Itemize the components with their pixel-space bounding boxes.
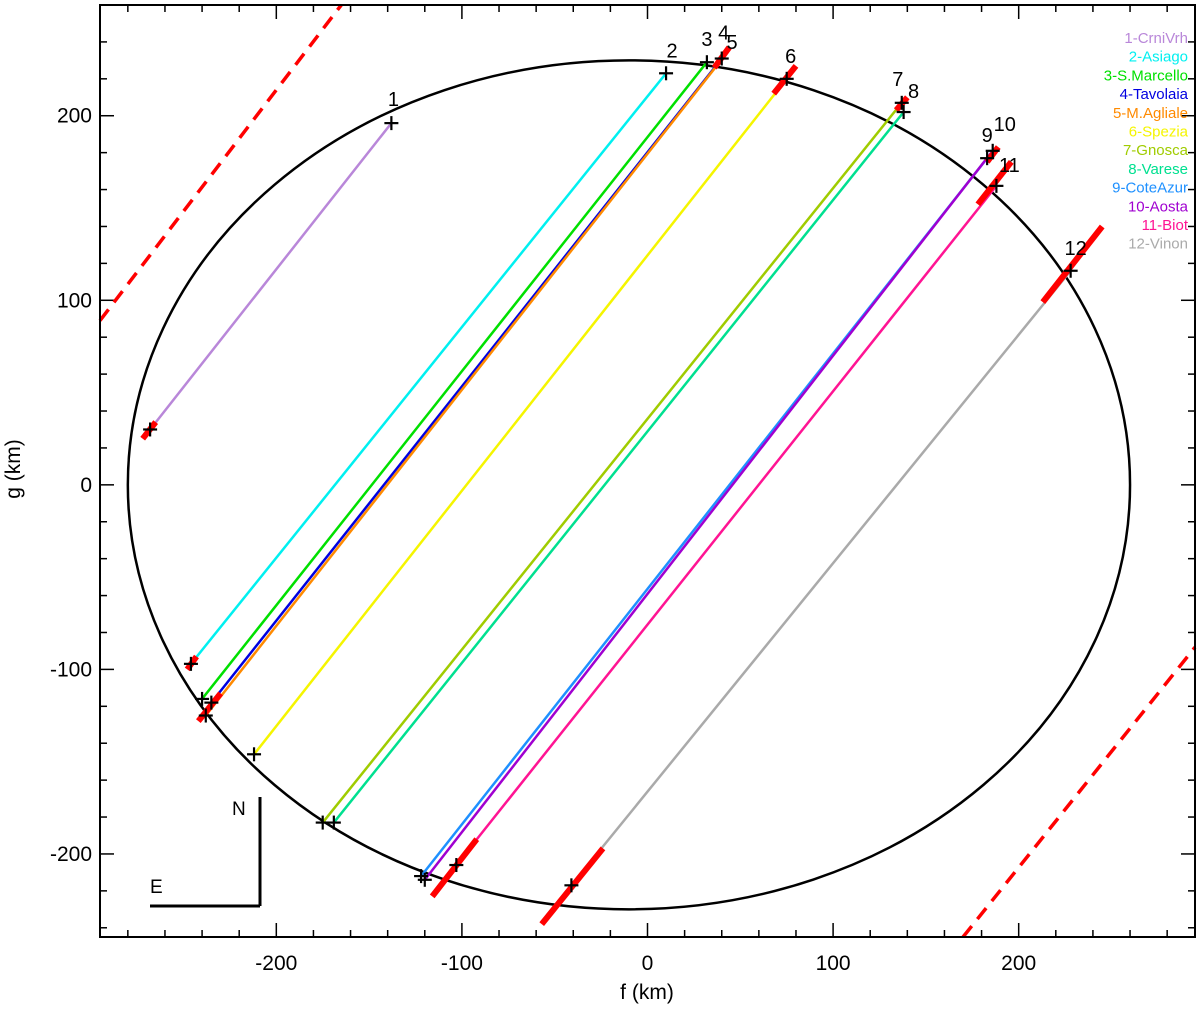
chord-12 xyxy=(570,269,1072,887)
legend-item-11: 11-Biot xyxy=(1142,217,1189,234)
chord-label-1: 1 xyxy=(388,89,399,111)
chord-label-3: 3 xyxy=(701,29,712,51)
y-tick-label: -100 xyxy=(50,658,92,681)
legend-item-12: 12-Vinon xyxy=(1128,236,1188,253)
ellipse-outline xyxy=(126,59,1132,911)
legend-item-10: 10-Aosta xyxy=(1128,198,1189,215)
chord-label-10: 10 xyxy=(994,114,1016,136)
legend-item-2: 2-Asiago xyxy=(1129,49,1188,66)
chord-label-11: 11 xyxy=(999,155,1020,177)
x-tick-label: 100 xyxy=(816,952,851,975)
chord-11 xyxy=(455,185,998,866)
plot-frame xyxy=(99,4,1196,938)
x-tick-label: 0 xyxy=(642,952,654,975)
legend-item-9: 9-CoteAzur xyxy=(1112,180,1188,197)
dashed-bound-lines xyxy=(98,3,1197,939)
chord-label-5: 5 xyxy=(726,32,737,54)
chord-label-12: 12 xyxy=(1065,238,1087,260)
chord-label-8: 8 xyxy=(908,81,919,103)
x-tick-label: 200 xyxy=(1001,952,1036,975)
chord-lines xyxy=(149,57,1072,887)
chord-5 xyxy=(204,63,720,717)
chord-3 xyxy=(201,61,708,700)
error-segment xyxy=(1040,224,1105,304)
dashed-bound-line xyxy=(961,646,1197,939)
chord-label-6: 6 xyxy=(785,46,796,68)
chord-label-9: 9 xyxy=(982,125,993,147)
legend-item-3: 3-S.Marcello xyxy=(1104,67,1188,84)
chord-1 xyxy=(149,122,393,431)
x-axis-label: f (km) xyxy=(620,981,674,1004)
fitted-ellipse xyxy=(126,59,1132,911)
legend-item-7: 7-Gnosca xyxy=(1123,142,1189,159)
error-segment xyxy=(975,160,1014,207)
chord-8 xyxy=(332,111,905,824)
chord-endpoint-marks xyxy=(143,51,1078,893)
chord-2 xyxy=(189,72,668,665)
y-tick-label: -200 xyxy=(50,843,92,866)
compass-north-label: N xyxy=(232,799,246,820)
chord-label-4: 4 xyxy=(718,23,729,45)
legend-item-6: 6-Spezia xyxy=(1129,124,1189,141)
compass: N E xyxy=(150,797,262,908)
chord-6 xyxy=(253,78,788,756)
y-tick-label: 200 xyxy=(57,105,92,128)
x-tick-label: -200 xyxy=(255,952,297,975)
y-tick-label: 0 xyxy=(80,474,92,497)
y-tick-label: 100 xyxy=(57,289,92,312)
y-axis-label: g (km) xyxy=(2,439,25,499)
legend-item-8: 8-Varese xyxy=(1128,161,1188,178)
error-segment xyxy=(429,837,480,899)
legend-item-5: 5-M.Agliale xyxy=(1113,105,1188,122)
chord-10 xyxy=(423,150,994,881)
chord-7 xyxy=(321,102,903,824)
legend-item-4: 4-Tavolaia xyxy=(1120,86,1189,103)
tick-labels: -200 -100 0 100 200 -200 -100 0 100 200 xyxy=(50,105,1036,975)
chord-label-2: 2 xyxy=(666,40,677,62)
chord-label-7: 7 xyxy=(892,69,903,91)
dashed-bound-line xyxy=(98,3,343,322)
legend-item-1: 1-CrniVrh xyxy=(1124,30,1188,47)
x-tick-label: -100 xyxy=(441,952,483,975)
compass-east-label: E xyxy=(150,877,163,898)
axis-ticks xyxy=(100,4,1195,937)
